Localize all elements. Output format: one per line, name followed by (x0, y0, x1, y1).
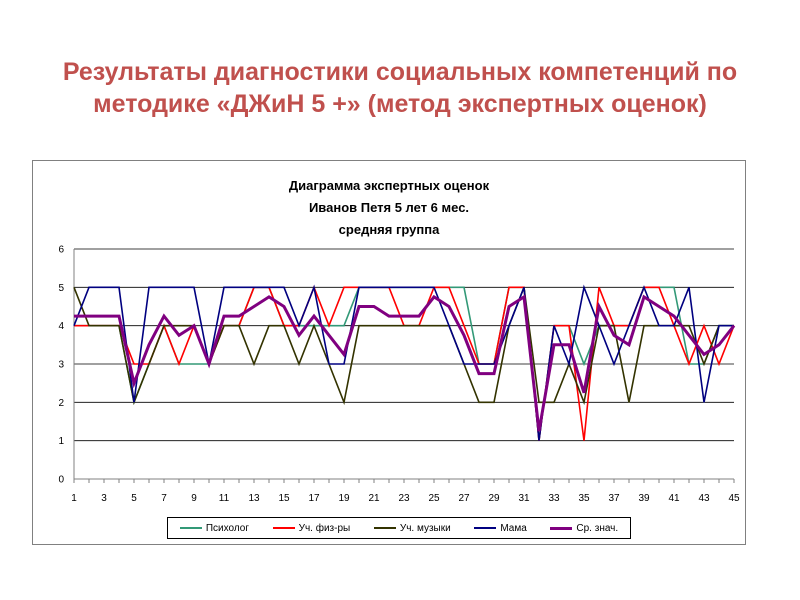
x-tick-label-39: 39 (638, 493, 650, 504)
chart-title-line-1: Диаграмма экспертных оценок (288, 178, 490, 193)
y-tick-label-6: 6 (58, 245, 64, 256)
x-tick-label-37: 37 (608, 493, 620, 504)
legend-label-4: Мама (500, 522, 527, 534)
series-line-4 (73, 284, 734, 441)
x-tick-label-29: 29 (488, 493, 500, 504)
x-tick-label-41: 41 (668, 493, 680, 504)
x-tick-label-5: 5 (131, 493, 137, 504)
legend-swatch-1 (179, 527, 202, 529)
x-tick-label-45: 45 (728, 493, 740, 504)
legend-item-4: Мама (474, 522, 527, 534)
y-tick-label-3: 3 (58, 360, 64, 371)
legend-label-2: Уч. физ-ры (298, 522, 351, 534)
chart-title-line-3: средняя группа (338, 222, 440, 237)
x-tick-label-19: 19 (338, 493, 350, 504)
x-tick-label-13: 13 (248, 493, 260, 504)
x-tick-label-27: 27 (458, 493, 470, 504)
chart-legend: Психолог Уч. физ-ры Уч. музыки Мама Ср. знач… (167, 517, 631, 539)
y-tick-label-2: 2 (58, 398, 64, 409)
chart-title: Диаграмма экспертных оценок Иванов Петя … (33, 175, 745, 241)
x-tick-label-11: 11 (219, 493, 230, 504)
x-tick-label-25: 25 (428, 493, 440, 504)
x-tick-label-23: 23 (398, 493, 410, 504)
x-tick-label-31: 31 (518, 493, 530, 504)
legend-item-2: Уч. физ-ры (272, 522, 351, 534)
legend-label-1: Психолог (205, 522, 249, 534)
legend-label-3: Уч. музыки (399, 522, 451, 534)
legend-item-1: Психолог (179, 522, 249, 534)
x-tick-label-35: 35 (578, 493, 590, 504)
y-tick-label-0: 0 (58, 475, 64, 486)
y-tick-label-1: 1 (58, 436, 64, 447)
series-line-3 (73, 287, 734, 406)
chart-frame: Диаграмма экспертных оценок Иванов Петя … (32, 160, 746, 545)
legend-label-5: Ср. знач. (576, 522, 619, 534)
legend-item-3: Уч. музыки (373, 522, 451, 534)
slide-title-line-1: Результаты диагностики социальных компет… (62, 58, 738, 86)
slide-title: Результаты диагностики социальных компет… (20, 56, 780, 120)
x-tick-label-33: 33 (548, 493, 560, 504)
y-tick-label-4: 4 (58, 321, 64, 332)
legend-swatch-2 (272, 527, 295, 529)
x-tick-label-43: 43 (698, 493, 710, 504)
y-tick-label-5: 5 (58, 283, 64, 294)
chart-title-line-2: Иванов Петя 5 лет 6 мес. (308, 200, 470, 215)
slide-title-line-2: методике «ДЖиН 5 +» (метод экспертных оц… (93, 90, 707, 118)
legend-item-5: Ср. знач. (550, 523, 618, 534)
x-tick-label-17: 17 (308, 493, 320, 504)
legend-swatch-5 (550, 526, 573, 530)
x-tick-label-1: 1 (71, 493, 77, 504)
legend-swatch-4 (474, 527, 497, 529)
series-line-5 (74, 294, 736, 432)
x-tick-label-9: 9 (191, 493, 197, 504)
x-tick-label-3: 3 (101, 493, 107, 504)
x-tick-label-21: 21 (368, 493, 380, 504)
legend-swatch-3 (373, 527, 396, 529)
x-tick-label-7: 7 (161, 493, 167, 504)
x-tick-label-15: 15 (278, 493, 290, 504)
